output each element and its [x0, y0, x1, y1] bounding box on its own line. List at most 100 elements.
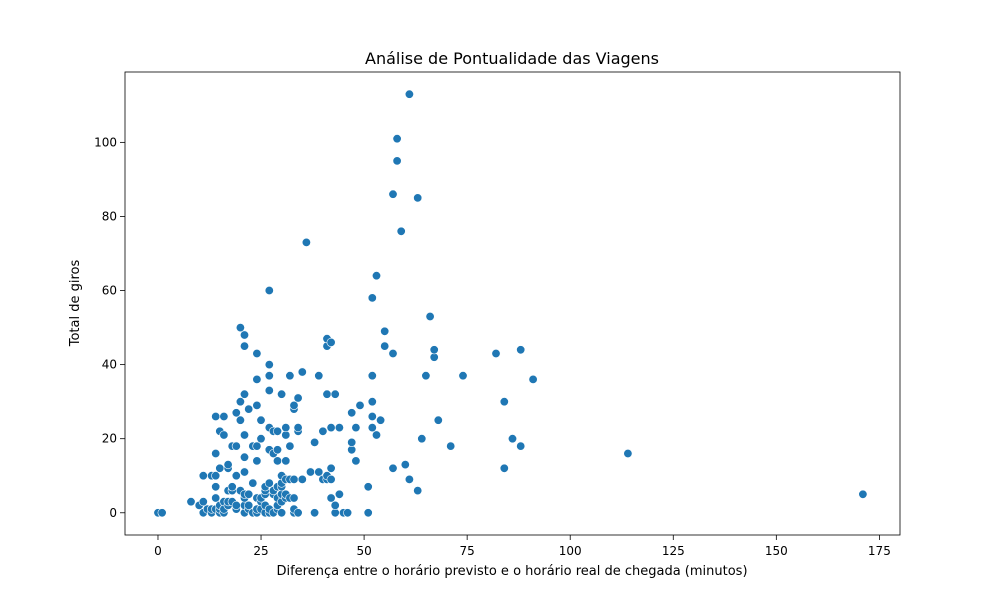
- data-point: [499, 463, 509, 473]
- data-point: [429, 345, 439, 355]
- x-tick-label: 100: [559, 544, 582, 558]
- data-point: [371, 271, 381, 281]
- data-point: [446, 441, 456, 451]
- data-point: [347, 408, 357, 418]
- data-point: [326, 493, 336, 503]
- data-point: [363, 508, 373, 518]
- data-point: [227, 482, 237, 492]
- data-point: [458, 371, 468, 381]
- x-tick-label: 75: [460, 544, 475, 558]
- x-axis-label: Diferença entre o horário previsto e o h…: [276, 564, 747, 579]
- data-point: [421, 371, 431, 381]
- data-point: [334, 489, 344, 499]
- data-point: [235, 415, 245, 425]
- data-point: [297, 367, 307, 377]
- data-point: [157, 508, 167, 518]
- data-point: [231, 500, 241, 510]
- data-point: [272, 426, 282, 436]
- data-point: [425, 311, 435, 321]
- plot-frame: [124, 71, 901, 536]
- data-point: [289, 400, 299, 410]
- data-point: [281, 456, 291, 466]
- data-point: [231, 408, 241, 418]
- y-tick-label: 80: [102, 209, 117, 223]
- x-tick-label: 50: [356, 544, 371, 558]
- data-point: [330, 500, 340, 510]
- data-point: [244, 404, 254, 414]
- data-point: [326, 474, 336, 484]
- data-point: [198, 471, 208, 481]
- data-point: [392, 156, 402, 166]
- data-point: [235, 397, 245, 407]
- y-tick-label: 100: [94, 135, 117, 149]
- data-point: [318, 426, 328, 436]
- data-point: [314, 467, 324, 477]
- data-point: [413, 486, 423, 496]
- data-point: [244, 500, 254, 510]
- data-point: [371, 430, 381, 440]
- data-point: [367, 371, 377, 381]
- data-point: [858, 489, 868, 499]
- data-point: [231, 471, 241, 481]
- data-point: [252, 456, 262, 466]
- x-tick-label: 0: [154, 544, 162, 558]
- x-tick-label: 150: [765, 544, 788, 558]
- data-point: [285, 371, 295, 381]
- data-point: [211, 448, 221, 458]
- data-point: [264, 360, 274, 370]
- data-point: [281, 423, 291, 433]
- data-point: [528, 374, 538, 384]
- data-point: [211, 493, 221, 503]
- data-point: [388, 348, 398, 358]
- data-point: [367, 411, 377, 421]
- data-point: [516, 441, 526, 451]
- data-point: [248, 478, 258, 488]
- data-point: [392, 134, 402, 144]
- data-point: [404, 89, 414, 99]
- data-point: [289, 493, 299, 503]
- data-point: [244, 489, 254, 499]
- y-tick-label: 60: [102, 284, 117, 298]
- data-point: [330, 389, 340, 399]
- data-point: [219, 430, 229, 440]
- data-point: [326, 423, 336, 433]
- data-point: [380, 326, 390, 336]
- data-point: [388, 463, 398, 473]
- data-point: [240, 330, 250, 340]
- data-point: [256, 415, 266, 425]
- data-point: [252, 400, 262, 410]
- data-point: [252, 348, 262, 358]
- data-point: [516, 345, 526, 355]
- y-tick-label: 0: [109, 506, 117, 520]
- data-point: [219, 411, 229, 421]
- chart-title: Análise de Pontualidade das Viagens: [365, 49, 659, 68]
- data-point: [211, 482, 221, 492]
- data-point: [623, 448, 633, 458]
- data-point: [363, 482, 373, 492]
- data-point: [396, 226, 406, 236]
- data-point: [198, 497, 208, 507]
- data-point: [433, 415, 443, 425]
- data-point: [264, 371, 274, 381]
- data-point: [314, 371, 324, 381]
- data-point: [499, 397, 509, 407]
- data-point: [301, 237, 311, 247]
- plot-area: [124, 71, 901, 536]
- data-point: [507, 434, 517, 444]
- x-tick-label: 175: [868, 544, 891, 558]
- data-point: [211, 411, 221, 421]
- data-point: [186, 497, 196, 507]
- data-point: [285, 441, 295, 451]
- data-point: [355, 400, 365, 410]
- data-point: [272, 445, 282, 455]
- data-point: [252, 441, 262, 451]
- data-point: [326, 463, 336, 473]
- data-point: [376, 415, 386, 425]
- data-point: [310, 508, 320, 518]
- data-point: [256, 434, 266, 444]
- data-point: [347, 437, 357, 447]
- data-point: [367, 397, 377, 407]
- data-point: [211, 471, 221, 481]
- data-point: [351, 456, 361, 466]
- data-point: [293, 423, 303, 433]
